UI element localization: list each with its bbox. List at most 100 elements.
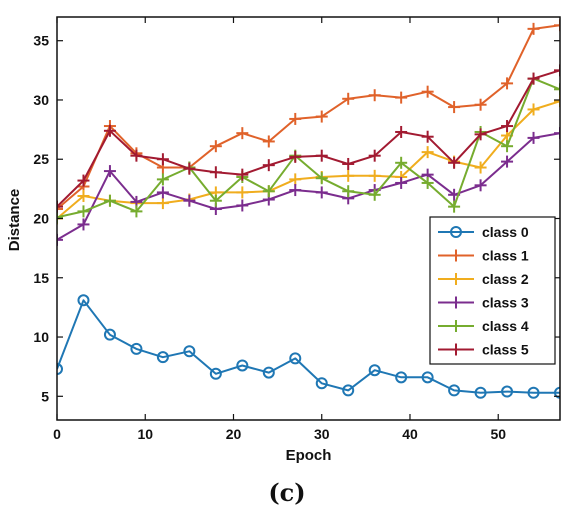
data-point — [395, 91, 408, 104]
legend-marker — [450, 343, 462, 356]
legend-entry-4: class 4 — [438, 318, 529, 334]
data-point — [209, 367, 222, 380]
x-tick-label: 0 — [53, 426, 61, 442]
data-point — [554, 83, 560, 96]
data-point — [57, 233, 63, 246]
legend-marker — [450, 320, 462, 332]
data-point — [421, 146, 434, 159]
data-point — [474, 128, 487, 141]
data-point — [57, 211, 63, 224]
data-point — [448, 200, 461, 213]
data-point — [315, 110, 328, 123]
data-point — [474, 179, 487, 192]
data-point — [209, 166, 222, 179]
data-point — [103, 165, 116, 178]
data-point — [554, 386, 560, 399]
data-point — [474, 98, 487, 111]
data-point — [342, 185, 355, 198]
legend-label: class 4 — [482, 318, 529, 334]
data-point — [342, 157, 355, 170]
data-point — [368, 89, 381, 102]
x-tick-label: 10 — [137, 426, 153, 442]
data-point — [368, 169, 381, 182]
data-point — [368, 188, 381, 201]
legend-label: class 3 — [482, 295, 529, 311]
data-point — [315, 149, 328, 162]
data-point — [501, 77, 514, 90]
legend-label: class 0 — [482, 224, 529, 240]
legend-entry-3: class 3 — [438, 295, 529, 311]
data-point — [156, 351, 169, 364]
data-point — [395, 156, 408, 169]
data-point — [209, 194, 222, 207]
data-point — [236, 199, 249, 212]
figure-caption: (c) — [268, 478, 306, 507]
legend-marker — [450, 226, 462, 238]
data-point — [57, 363, 63, 376]
data-point — [289, 184, 302, 197]
data-point — [156, 173, 169, 186]
series-line-3 — [57, 132, 560, 241]
data-point — [77, 218, 90, 231]
data-point — [57, 203, 63, 216]
data-point — [527, 103, 540, 116]
data-point — [183, 162, 196, 175]
data-point — [103, 124, 116, 137]
legend: class 0 class 1 class 2 class 3 class 4 class… — [429, 216, 556, 365]
x-tick-label: 50 — [490, 426, 506, 442]
data-point — [315, 172, 328, 185]
data-point — [527, 72, 540, 85]
data-point — [103, 328, 116, 341]
data-point — [236, 168, 249, 181]
data-point — [77, 189, 90, 202]
legend-marker — [450, 296, 462, 309]
legend-label: class 1 — [482, 248, 529, 264]
data-point — [448, 384, 461, 397]
series-line-2 — [57, 100, 560, 220]
y-tick-label: 35 — [33, 33, 49, 49]
x-tick-label: 30 — [314, 426, 330, 442]
data-point — [501, 120, 514, 133]
data-point — [395, 371, 408, 384]
y-tick-label: 5 — [41, 388, 49, 404]
data-point — [262, 366, 275, 379]
data-point — [501, 385, 514, 398]
data-point — [315, 377, 328, 390]
data-point — [474, 161, 487, 174]
y-axis-label: Distance — [6, 189, 23, 252]
y-tick-label: 30 — [33, 92, 49, 108]
legend-marker — [450, 249, 462, 262]
data-point — [342, 384, 355, 397]
legend-entry-5: class 5 — [438, 342, 529, 358]
data-point — [527, 386, 540, 399]
data-point — [527, 131, 540, 144]
x-tick-label: 20 — [226, 426, 242, 442]
y-tick-label: 20 — [33, 211, 49, 227]
data-point — [501, 155, 514, 168]
x-axis-label: Epoch — [286, 447, 332, 464]
data-point — [395, 125, 408, 138]
data-point — [183, 345, 196, 358]
data-point — [289, 352, 302, 365]
data-point — [554, 127, 560, 140]
data-point — [156, 186, 169, 199]
data-point — [183, 194, 196, 207]
data-point — [77, 294, 90, 307]
data-point — [342, 92, 355, 105]
data-point — [474, 386, 487, 399]
axes: 0 10 20 30 40 50 5 10 15 20 25 30 35 Epoch Distance — [6, 16, 561, 464]
data-point — [421, 85, 434, 98]
data-point — [501, 140, 514, 153]
data-point — [236, 359, 249, 372]
data-point — [262, 159, 275, 172]
data-point — [156, 197, 169, 210]
legend-label: class 5 — [482, 342, 529, 358]
y-tick-label: 25 — [33, 151, 49, 167]
x-tick-label: 40 — [402, 426, 418, 442]
y-tick-label: 10 — [33, 329, 49, 345]
data-point — [368, 149, 381, 162]
legend-entry-1: class 1 — [438, 248, 529, 264]
data-point — [130, 205, 143, 218]
data-point — [236, 186, 249, 199]
legend-label: class 2 — [482, 271, 529, 287]
